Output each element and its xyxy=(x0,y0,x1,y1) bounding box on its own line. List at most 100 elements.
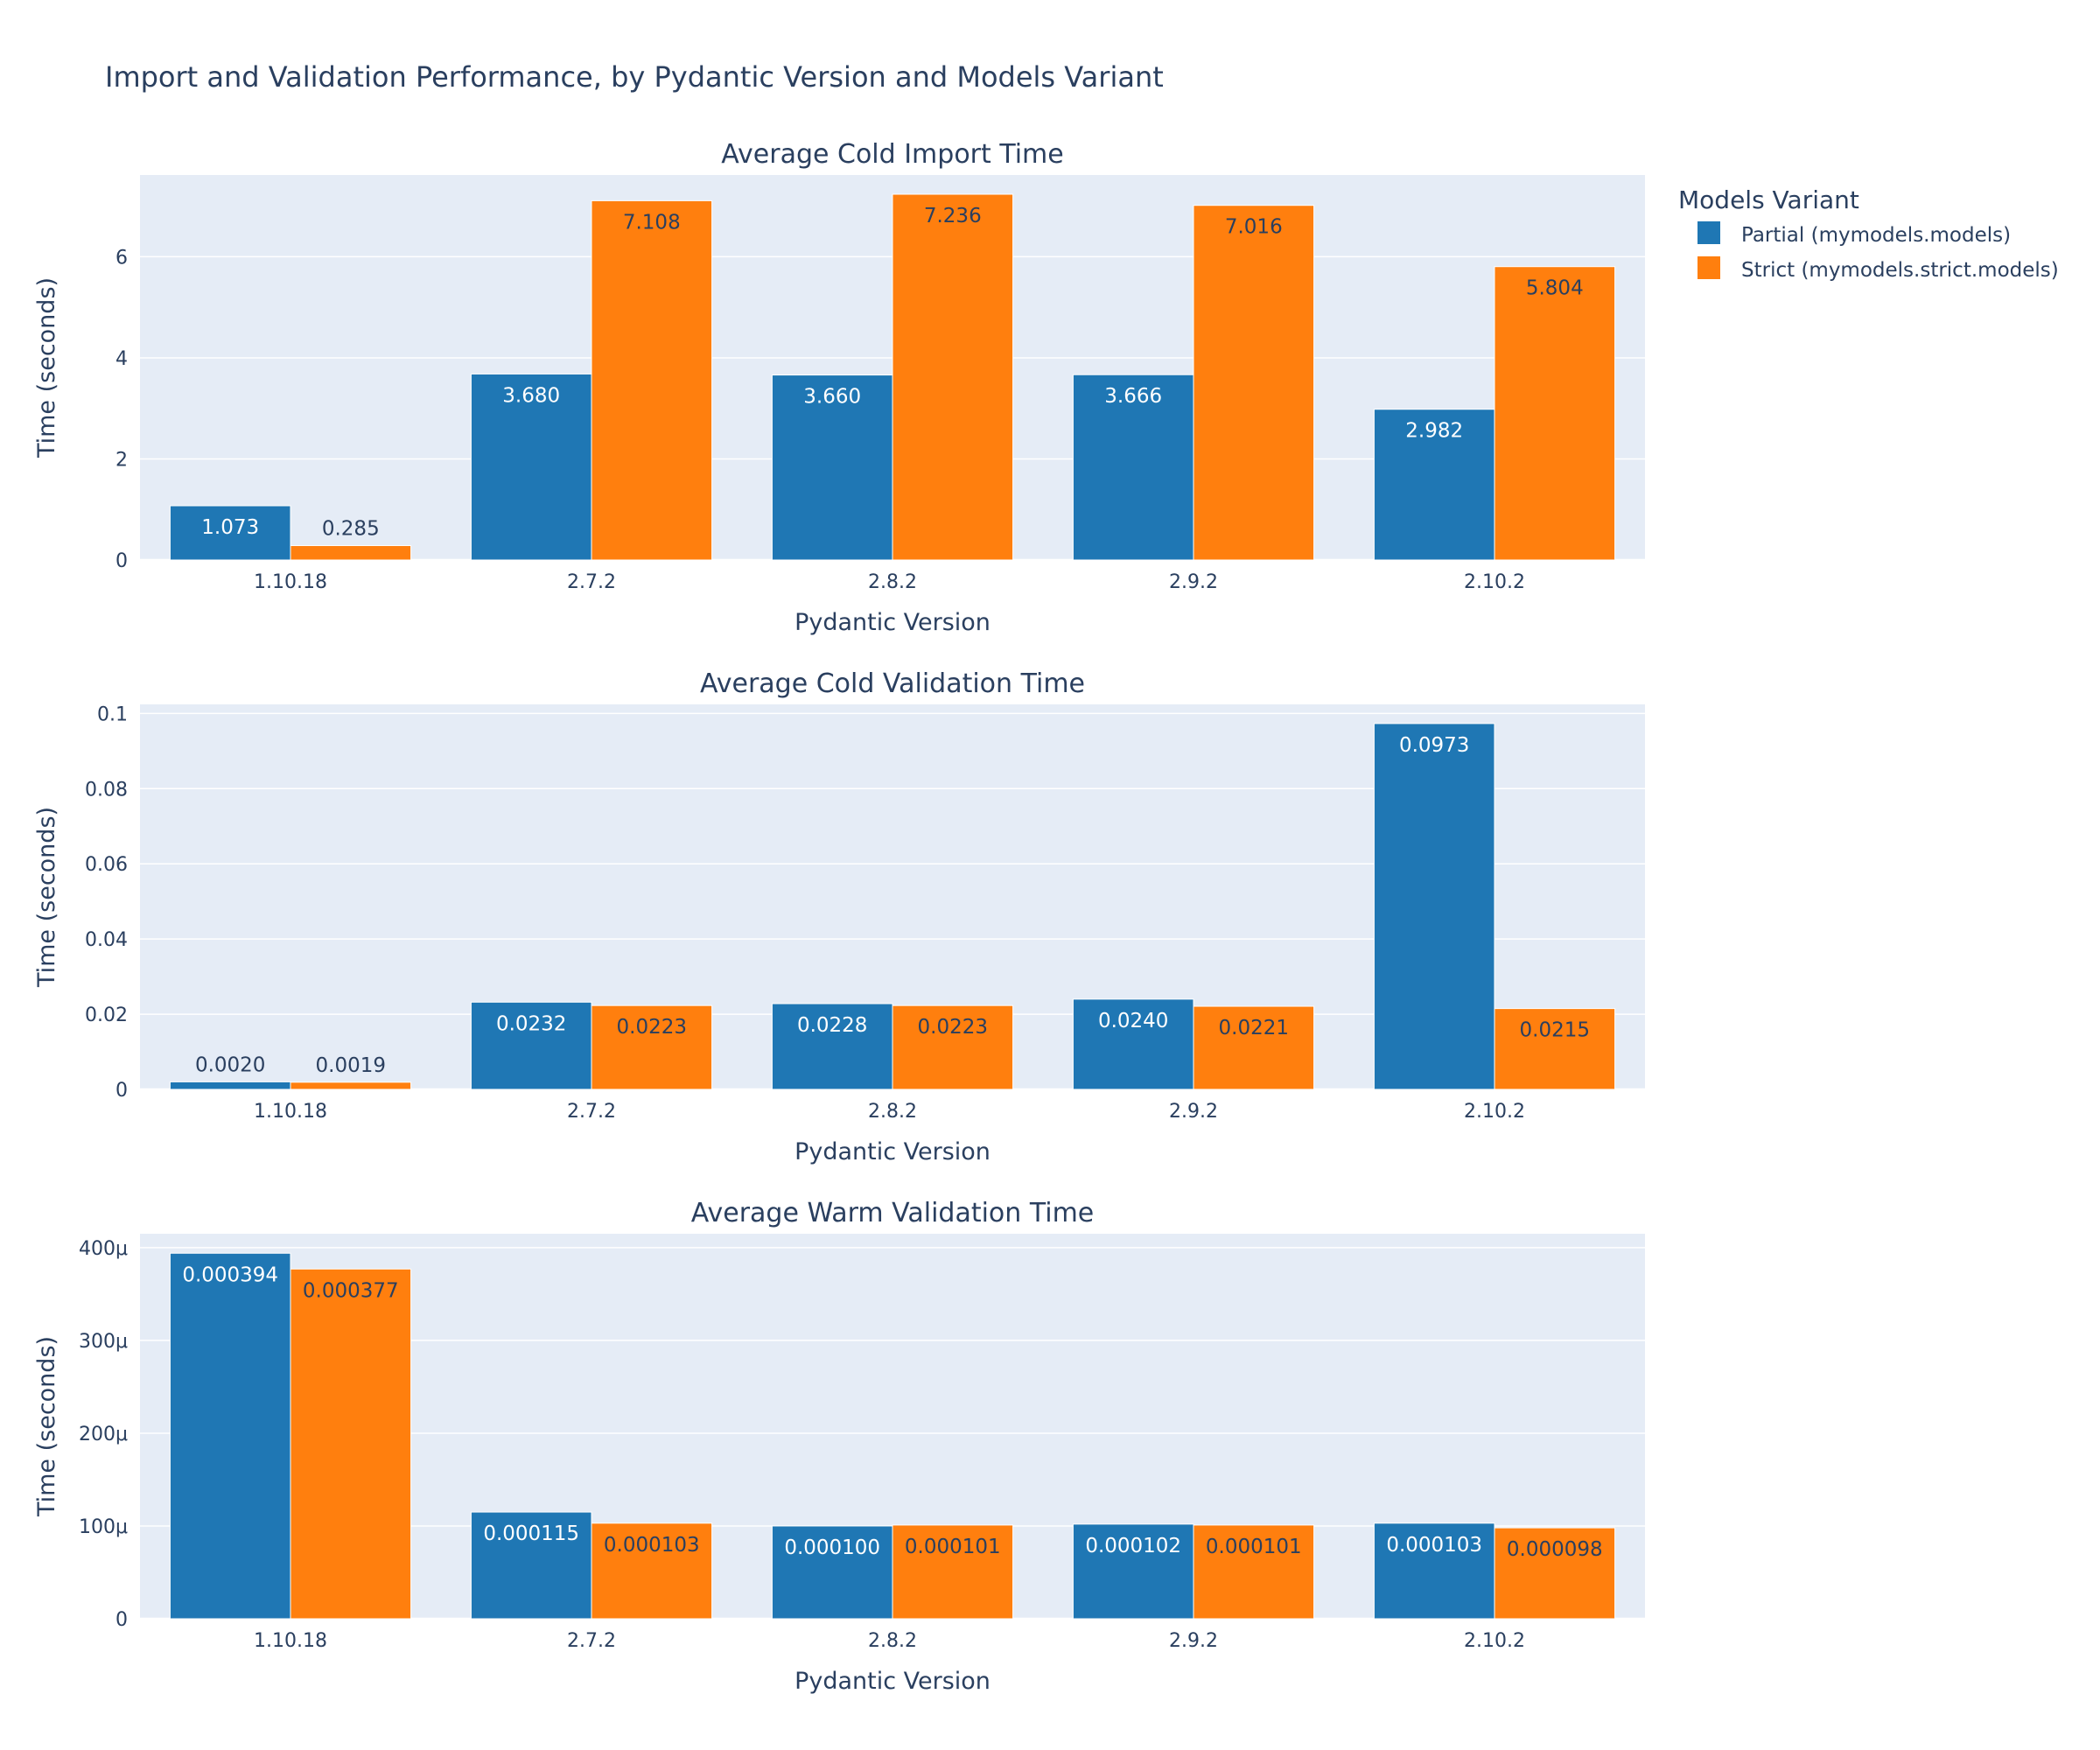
bar-2-10-2-strict xyxy=(1494,1008,1616,1090)
bar-1-10-18-partial xyxy=(169,505,291,561)
data-label: 0.0221 xyxy=(1219,1017,1289,1040)
x-axis-title: Pydantic Version xyxy=(794,1668,990,1695)
data-label: 0.0973 xyxy=(1399,734,1469,757)
legend-item-strict[interactable]: Strict (mymodels.strict.models) xyxy=(1698,256,2059,282)
data-label: 0.0019 xyxy=(316,1054,386,1077)
data-label: 0.000098 xyxy=(1507,1538,1603,1561)
bar-1-10-18-partial xyxy=(169,1252,291,1620)
bar-2-8-2-partial xyxy=(771,374,893,561)
y-tick-label: 200μ xyxy=(79,1424,128,1446)
data-label: 0.0020 xyxy=(195,1054,265,1076)
subplot-warm-validation: 0 100μ 200μ 300μ 400μ Average Warm Validation… xyxy=(33,1198,1645,1695)
y-tick-label: 0.02 xyxy=(85,1004,128,1026)
legend-swatch-partial xyxy=(1698,221,1720,244)
legend-label-strict: Strict (mymodels.strict.models) xyxy=(1741,259,2059,282)
bar-2-7-2-strict xyxy=(591,1522,713,1620)
y-axis-title: Time (seconds) xyxy=(33,807,60,988)
x-tick-label: 2.8.2 xyxy=(868,1630,917,1652)
bar-2-8-2-strict xyxy=(892,1004,1014,1090)
bar-2-10-2-strict xyxy=(1494,266,1616,561)
x-tick-label: 1.10.18 xyxy=(254,1630,327,1652)
subplot-title: Average Warm Validation Time xyxy=(691,1198,1095,1228)
legend-label-partial: Partial (mymodels.models) xyxy=(1741,224,2011,247)
subplot-cold-import: 0 2 4 6 Average Cold Import Time Pydantic Ver… xyxy=(33,139,1645,636)
y-tick-label: 0.1 xyxy=(97,704,128,725)
x-tick-label: 2.7.2 xyxy=(567,1630,616,1652)
x-tick-label: 2.7.2 xyxy=(567,571,616,593)
x-tick-label: 2.7.2 xyxy=(567,1101,616,1123)
x-tick-label: 2.10.2 xyxy=(1464,1630,1525,1652)
data-label: 0.000101 xyxy=(1206,1536,1302,1558)
y-tick-label: 400μ xyxy=(79,1238,128,1260)
x-tick-label: 2.8.2 xyxy=(868,1101,917,1123)
y-tick-label: 0.08 xyxy=(85,779,128,801)
data-label: 3.660 xyxy=(803,386,861,409)
y-tick-label: 100μ xyxy=(79,1516,128,1538)
bar-2-9-2-strict xyxy=(1193,205,1315,561)
data-label: 2.982 xyxy=(1405,420,1463,443)
bar-2-10-2-partial xyxy=(1373,723,1495,1090)
x-tick-label: 1.10.18 xyxy=(254,1101,327,1123)
data-label: 0.000100 xyxy=(784,1536,880,1559)
subplot-cold-validation: 0 0.02 0.04 0.06 0.08 0.1 Average Cold Validat… xyxy=(33,668,1645,1166)
data-label: 1.073 xyxy=(201,516,259,539)
bar-2-7-2-strict xyxy=(591,200,713,561)
legend-title: Models Variant xyxy=(1678,186,1859,214)
data-label: 3.680 xyxy=(502,384,560,407)
data-label: 0.000103 xyxy=(1386,1534,1482,1557)
data-label: 7.236 xyxy=(924,205,982,228)
x-tick-label: 1.10.18 xyxy=(254,571,327,593)
x-tick-label: 2.9.2 xyxy=(1169,1630,1218,1652)
data-label: 0.000377 xyxy=(303,1279,399,1302)
y-tick-label: 2 xyxy=(116,449,128,471)
bar-1-10-18-strict xyxy=(290,1268,412,1620)
x-tick-label: 2.8.2 xyxy=(868,571,917,593)
x-tick-label: 2.10.2 xyxy=(1464,1101,1525,1123)
bar-2-8-2-partial xyxy=(771,1003,893,1090)
x-tick-label: 2.9.2 xyxy=(1169,571,1218,593)
bar-2-9-2-strict xyxy=(1193,1005,1315,1090)
data-label: 0.0228 xyxy=(797,1014,867,1037)
bar-2-7-2-partial xyxy=(470,1511,592,1620)
data-label: 0.0215 xyxy=(1520,1019,1590,1042)
y-axis-title: Time (seconds) xyxy=(33,277,60,458)
bar-2-7-2-strict xyxy=(591,1004,713,1090)
bar-2-8-2-partial xyxy=(771,1525,893,1620)
data-label: 0.000394 xyxy=(182,1264,278,1286)
bar-2-10-2-partial xyxy=(1373,1522,1495,1620)
data-label: 0.0232 xyxy=(496,1012,566,1035)
x-tick-label: 2.10.2 xyxy=(1464,571,1525,593)
data-label: 7.016 xyxy=(1225,216,1283,239)
chart-title: Import and Validation Performance, by Py… xyxy=(105,60,1164,94)
bar-1-10-18-strict xyxy=(290,1082,412,1090)
bar-2-7-2-partial xyxy=(470,373,592,561)
data-label: 0.000115 xyxy=(483,1522,579,1545)
bar-2-8-2-strict xyxy=(892,1524,1014,1620)
y-tick-label: 0 xyxy=(116,550,128,572)
x-axis-title: Pydantic Version xyxy=(794,609,990,636)
y-axis-title: Time (seconds) xyxy=(33,1336,60,1517)
data-label: 0.285 xyxy=(322,518,380,541)
bar-2-9-2-strict xyxy=(1193,1524,1315,1620)
data-label: 7.108 xyxy=(623,211,681,234)
subplot-title: Average Cold Import Time xyxy=(721,139,1063,170)
data-label: 5.804 xyxy=(1526,277,1584,300)
data-label: 0.000102 xyxy=(1085,1535,1181,1558)
data-label: 0.000101 xyxy=(905,1536,1001,1558)
legend: Models Variant Partial (mymodels.models)… xyxy=(1678,186,2059,282)
legend-swatch-strict xyxy=(1698,256,1720,279)
y-tick-label: 4 xyxy=(116,348,128,370)
data-label: 0.000103 xyxy=(604,1534,700,1557)
y-tick-label: 300μ xyxy=(79,1331,128,1353)
legend-item-partial[interactable]: Partial (mymodels.models) xyxy=(1698,221,2011,247)
bar-1-10-18-strict xyxy=(290,545,412,561)
bar-2-9-2-partial xyxy=(1072,998,1194,1090)
bar-2-8-2-strict xyxy=(892,193,1014,561)
data-label: 0.0240 xyxy=(1098,1010,1168,1032)
y-tick-label: 6 xyxy=(116,247,128,269)
bar-2-10-2-strict xyxy=(1494,1527,1616,1620)
x-tick-label: 2.9.2 xyxy=(1169,1101,1218,1123)
bar-1-10-18-partial xyxy=(169,1081,291,1090)
data-label: 0.0223 xyxy=(918,1016,988,1039)
